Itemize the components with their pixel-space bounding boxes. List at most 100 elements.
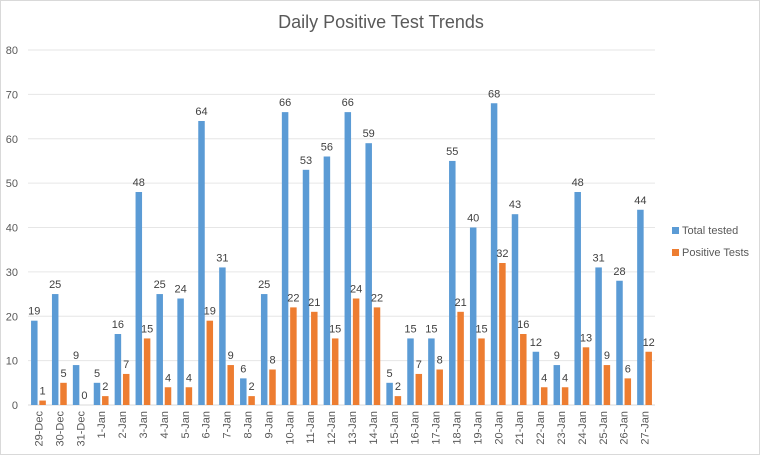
bar-total-tested — [428, 338, 435, 405]
bar-positive-tests — [373, 307, 381, 405]
data-label-positive-tests: 13 — [580, 332, 592, 344]
x-tick-label: 2-Jan — [117, 411, 129, 439]
bar-total-tested — [135, 192, 143, 405]
x-tick-label: 11-Jan — [305, 411, 317, 444]
data-label-total-tested: 66 — [342, 97, 354, 109]
bar-positive-tests — [206, 320, 214, 405]
data-label-total-tested: 28 — [613, 266, 625, 278]
bar-positive-tests — [185, 387, 193, 405]
x-tick-label: 4-Jan — [159, 411, 171, 439]
data-label-total-tested: 5 — [94, 368, 100, 380]
bar-total-tested — [302, 169, 310, 405]
y-tick-label: 60 — [6, 134, 18, 146]
data-label-positive-tests: 6 — [625, 363, 631, 375]
y-tick-label: 70 — [6, 89, 18, 101]
data-label-total-tested: 19 — [28, 306, 40, 318]
bar-positive-tests — [143, 338, 151, 405]
x-tick-label: 24-Jan — [577, 411, 589, 445]
x-tick-label: 20-Jan — [493, 411, 505, 445]
bar-positive-tests — [499, 263, 506, 405]
data-label-total-tested: 56 — [321, 142, 333, 154]
x-tick-label: 22-Jan — [535, 411, 547, 445]
data-label-positive-tests: 2 — [249, 381, 255, 393]
bar-positive-tests — [478, 338, 485, 405]
bar-total-tested — [260, 294, 268, 405]
bar-positive-tests — [561, 387, 569, 405]
legend-swatch — [672, 249, 679, 256]
bar-total-tested — [72, 365, 80, 405]
data-label-total-tested: 68 — [488, 88, 500, 100]
y-tick-label: 10 — [6, 356, 18, 368]
bar-total-tested — [219, 267, 226, 405]
data-label-positive-tests: 7 — [416, 359, 422, 371]
bar-positive-tests — [122, 373, 130, 405]
chart-title: Daily Positive Test Trends — [278, 12, 484, 32]
x-tick-label: 13-Jan — [347, 411, 359, 445]
data-label-positive-tests: 4 — [186, 372, 192, 384]
bar-total-tested — [344, 112, 352, 405]
legend-label: Positive Tests — [682, 247, 750, 259]
bar-positive-tests — [415, 373, 423, 405]
bar-positive-tests — [645, 351, 652, 405]
bar-total-tested — [532, 351, 540, 405]
legend-label: Total tested — [682, 225, 738, 237]
bar-positive-tests — [394, 396, 402, 405]
bar-positive-tests — [520, 334, 527, 405]
bar-positive-tests — [227, 365, 234, 405]
bar-total-tested — [595, 267, 602, 405]
bar-total-tested — [177, 298, 184, 405]
gridlines — [28, 49, 655, 406]
bar-positive-tests — [269, 369, 276, 405]
legend: Total tested Positive Tests — [672, 225, 750, 259]
legend-swatch — [672, 227, 679, 234]
x-axis-ticks: 29-Dec 30-Dec 31-Dec 1-Jan 2-Jan 3-Jan 4-Jan 5-… — [33, 411, 651, 447]
data-label-positive-tests: 22 — [371, 292, 383, 304]
data-label-positive-tests: 22 — [287, 292, 299, 304]
bar-positive-tests — [39, 400, 46, 405]
data-label-positive-tests: 0 — [81, 390, 87, 402]
x-tick-label: 21-Jan — [514, 411, 526, 445]
y-tick-label: 30 — [6, 267, 18, 279]
data-label-positive-tests: 8 — [269, 355, 275, 367]
x-tick-label: 29-Dec — [33, 411, 45, 447]
data-label-positive-tests: 7 — [123, 359, 129, 371]
data-label-total-tested: 40 — [467, 213, 479, 225]
bar-positive-tests — [582, 347, 590, 405]
data-label-total-tested: 55 — [446, 146, 458, 158]
bar-total-tested — [616, 280, 623, 405]
data-label-total-tested: 25 — [49, 279, 61, 291]
bar-positive-tests — [290, 307, 297, 405]
bar-total-tested — [198, 121, 205, 405]
y-tick-label: 40 — [6, 223, 18, 235]
data-label-positive-tests: 2 — [395, 381, 401, 393]
y-tick-label: 0 — [12, 400, 18, 412]
data-label-total-tested: 24 — [174, 284, 186, 296]
data-label-total-tested: 25 — [258, 279, 270, 291]
data-label-total-tested: 16 — [112, 319, 124, 331]
bar-total-tested — [511, 214, 519, 405]
data-label-total-tested: 31 — [216, 252, 228, 264]
data-label-positive-tests: 5 — [60, 368, 66, 380]
y-tick-label: 80 — [6, 45, 18, 57]
data-label-total-tested: 5 — [387, 368, 393, 380]
data-label-total-tested: 44 — [634, 195, 646, 207]
data-label-total-tested: 9 — [554, 350, 560, 362]
bar-total-tested — [156, 294, 163, 405]
x-tick-label: 26-Jan — [619, 411, 631, 445]
data-label-positive-tests: 4 — [541, 372, 547, 384]
bar-total-tested — [553, 365, 561, 405]
data-label-positive-tests: 15 — [329, 323, 341, 335]
data-label-total-tested: 64 — [195, 106, 207, 118]
bar-total-tested — [51, 294, 59, 405]
bar-total-tested — [407, 338, 414, 405]
data-label-positive-tests: 2 — [102, 381, 108, 393]
bar-total-tested — [490, 103, 498, 405]
data-label-total-tested: 6 — [240, 363, 246, 375]
data-label-total-tested: 48 — [572, 177, 584, 189]
bar-positive-tests — [540, 387, 548, 405]
data-label-positive-tests: 8 — [437, 355, 443, 367]
bar-positive-tests — [311, 311, 318, 405]
x-tick-label: 23-Jan — [556, 411, 568, 445]
